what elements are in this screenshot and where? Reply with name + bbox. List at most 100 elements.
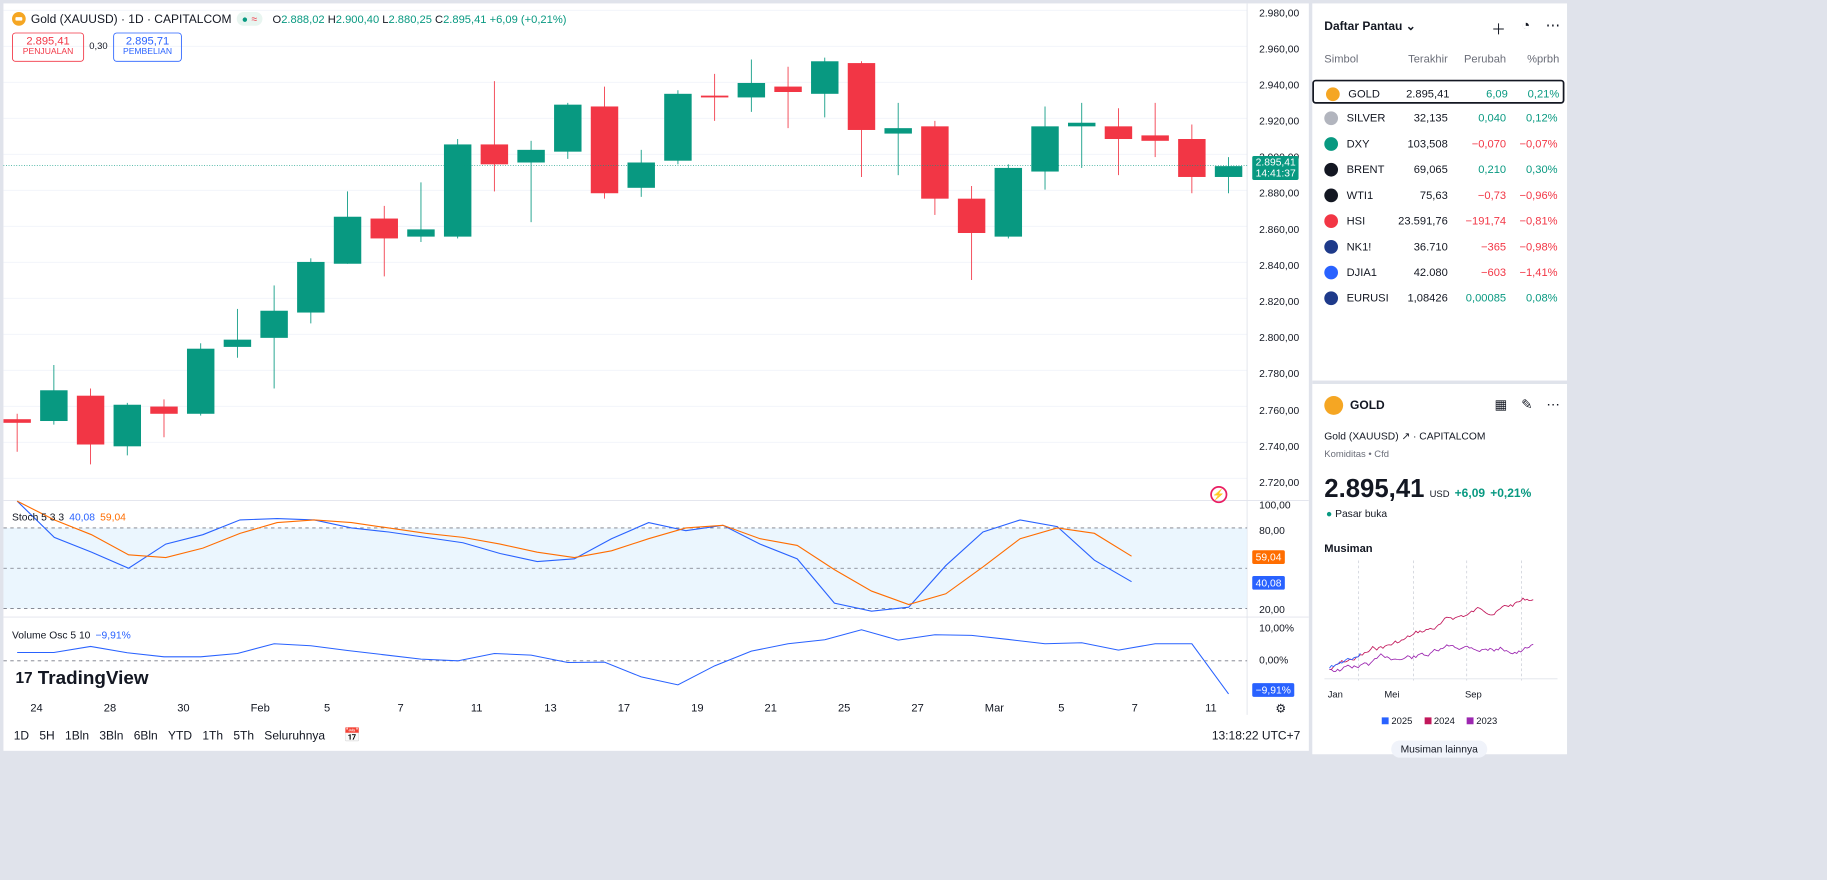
row-pct: −1,41% [1519,265,1558,279]
row-pct: −0,98% [1519,239,1558,253]
symbol-icon [1324,188,1339,203]
candle-body [994,167,1023,237]
row-symbol: HSI [1346,214,1366,228]
symbol-legend[interactable]: Gold (XAUUSD) · 1D · CAPITALCOM ● ≈ O2.88… [12,11,566,26]
seasonal-title: Musiman [1324,541,1373,555]
vol-osc-legend[interactable]: Volume Osc 5 10 −9,91% [12,629,131,642]
watchlist-row-wti1[interactable]: WTI1 75,63 −0,73 −0,96% [1312,183,1564,207]
detail-currency: USD [1429,489,1450,500]
candle-body [443,144,472,237]
candle-body [737,82,766,98]
date-range-icon[interactable]: 📅 [343,728,362,744]
row-last: 42.080 [1413,265,1448,279]
range-all[interactable]: Seluruhnya [264,728,326,743]
watchlist-toolbar: ＋ ◔ ⋯ [1491,17,1560,38]
time-tick: 27 [911,701,924,714]
price-tick: 2.840,00 [1259,259,1300,272]
seasonal-chart[interactable]: Jan Mei Sep [1324,560,1558,702]
row-last: 75,63 [1419,188,1448,202]
tradingview-logo[interactable]: 17 TradingView [15,666,149,689]
price-tick: 2.860,00 [1259,223,1300,236]
price-tick: 2.940,00 [1259,78,1300,91]
seasonal-legend: 2025 2024 2023 [1312,717,1567,727]
range-5th[interactable]: 5Th [233,728,255,743]
time-tick: 7 [397,701,404,714]
row-change: −603 [1480,265,1507,279]
watchlist-row-silver[interactable]: SILVER 32,135 0,040 0,12% [1312,105,1564,129]
more-seasonal-button[interactable]: Musiman lainnya [1391,740,1488,758]
candle-body [517,149,545,163]
row-pct: 0,12% [1525,111,1558,125]
range-6bln[interactable]: 6Bln [133,728,158,743]
clock[interactable]: 13:18:22 UTC+7 [1211,728,1301,743]
legend-2024[interactable]: 2024 [1424,717,1455,727]
range-1bln[interactable]: 1Bln [65,728,90,743]
symbol-icon [1324,291,1339,306]
detail-toolbar: ▦ ✎ ⋯ [1495,396,1561,413]
detail-name[interactable]: Gold (XAUUSD) ↗ · CAPITALCOM [1324,430,1486,443]
price-tick: 2.720,00 [1259,476,1300,489]
last-price-tag: 2.895,41 14:41:37 [1252,155,1299,180]
watchlist-row-nk1[interactable]: NK1! 36.710 −365 −0,98% [1312,234,1564,258]
candle-body [847,63,876,130]
row-symbol: BRENT [1346,162,1385,176]
more-icon[interactable]: ⋯ [1545,17,1561,34]
season-line-2023 [1329,643,1534,672]
watchlist-row-brent[interactable]: BRENT 69,065 0,210 0,30% [1312,157,1564,181]
stoch-legend[interactable]: Stoch 5 3 3 40,08 59,04 [12,510,126,523]
time-tick: 17 [617,701,631,714]
row-change: 0,210 [1478,162,1507,176]
candle-body [1068,122,1096,127]
buy-button[interactable]: 2.895,71 PEMBELIAN [113,32,182,62]
col-symbol[interactable]: Simbol [1324,52,1359,66]
range-1th[interactable]: 1Th [202,728,224,743]
candle-body [700,95,729,98]
row-pct: −0,07% [1519,137,1558,150]
legend-2025[interactable]: 2025 [1381,717,1412,727]
candle-body [150,406,178,414]
col-pct[interactable]: %prbh [1527,52,1560,66]
row-change: 0,040 [1478,111,1507,125]
range-1d[interactable]: 1D [13,728,30,743]
candle-body [1178,139,1206,177]
vol-axis-10: 10,00% [1259,622,1295,635]
candle-body [223,339,252,347]
range-ytd[interactable]: YTD [168,728,193,743]
settings-icon[interactable]: ⚙ [1275,701,1287,715]
symbol-title[interactable]: Gold (XAUUSD) · 1D · CAPITALCOM [30,11,232,26]
candle-body [811,61,839,94]
range-5h[interactable]: 5H [39,728,55,743]
detail-pct: +0,21% [1490,485,1532,500]
watchlist-row-hsi[interactable]: HSI 23.591,76 −191,74 −0,81% [1312,208,1564,232]
time-tick: 5 [1058,701,1065,714]
time-tick: 11 [1205,701,1217,714]
watchlist-row-dxy[interactable]: DXY 103,508 −0,070 −0,07% [1312,131,1564,155]
candle-body [407,229,435,237]
candle-body [1141,135,1169,141]
col-last[interactable]: Terakhir [1408,52,1448,66]
range-3bln[interactable]: 3Bln [99,728,124,743]
col-change[interactable]: Perubah [1463,52,1507,66]
chart-canvas[interactable] [3,3,1309,750]
chart-pie-icon[interactable]: ◔ [1521,17,1531,34]
watchlist-title[interactable]: Daftar Pantau ⌄ [1324,18,1416,33]
row-symbol: DJIA1 [1346,265,1377,279]
row-pct: 0,21% [1527,87,1560,101]
row-pct: −0,81% [1519,214,1558,228]
panel-divider [1312,380,1568,384]
more-icon[interactable]: ⋯ [1546,397,1561,413]
candle-body [480,144,509,165]
watchlist-row-eurusi[interactable]: EURUSI 1,08426 0,00085 0,08% [1312,285,1564,309]
lightning-icon[interactable]: ⚡ [1210,485,1228,504]
legend-2023[interactable]: 2023 [1466,717,1497,727]
edit-icon[interactable]: ✎ [1521,397,1533,413]
grid-icon[interactable]: ▦ [1494,397,1508,413]
sell-button[interactable]: 2.895,41 PENJUALAN [12,32,85,62]
watchlist-row-gold[interactable]: GOLD 2.895,41 6,09 0,21% [1312,79,1565,104]
add-icon[interactable]: ＋ [1491,21,1506,38]
row-symbol: GOLD [1348,87,1380,101]
status-pill[interactable]: ● ≈ [236,11,263,26]
watchlist-row-djia1[interactable]: DJIA1 42.080 −603 −1,41% [1312,260,1564,284]
detail-symbol[interactable]: GOLD [1350,397,1385,412]
chart-area[interactable]: Gold (XAUUSD) · 1D · CAPITALCOM ● ≈ O2.88… [3,3,1309,751]
